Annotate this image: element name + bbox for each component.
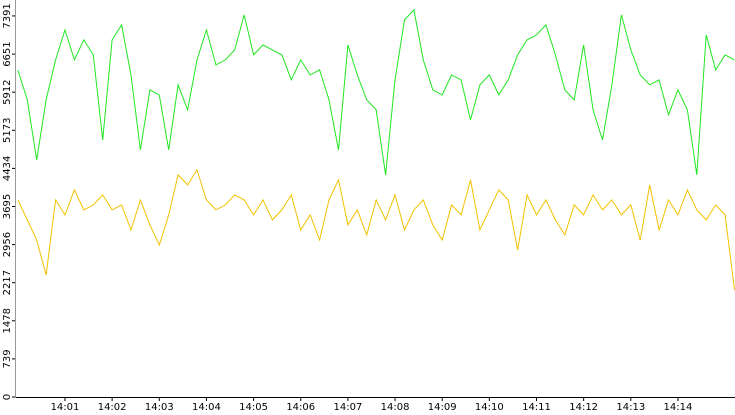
y-tick-label: 5173 bbox=[2, 118, 13, 143]
x-tick-label: 14:07 bbox=[333, 402, 362, 413]
x-tick-label: 14:08 bbox=[381, 402, 410, 413]
x-tick-label: 14:11 bbox=[522, 402, 551, 413]
y-tick-label: 739 bbox=[2, 349, 13, 368]
x-tick-label: 14:13 bbox=[616, 402, 645, 413]
y-tick-label: 7391 bbox=[2, 3, 13, 28]
x-tick-label: 14:14 bbox=[664, 402, 693, 413]
x-tick-label: 14:04 bbox=[192, 402, 221, 413]
x-tick-label: 14:10 bbox=[475, 402, 504, 413]
x-tick-label: 14:09 bbox=[428, 402, 457, 413]
y-tick-label: 5912 bbox=[2, 79, 13, 104]
series-line bbox=[17, 168, 735, 291]
x-tick-label: 14:12 bbox=[569, 402, 598, 413]
x-tick-label: 14:05 bbox=[239, 402, 268, 413]
y-tick-label: 4434 bbox=[2, 156, 13, 181]
y-tick-label: 3695 bbox=[2, 194, 13, 219]
x-tick-label: 14:02 bbox=[98, 402, 127, 413]
series-line bbox=[17, 8, 735, 175]
x-tick-label: 14:03 bbox=[145, 402, 174, 413]
y-tick-label: 6651 bbox=[2, 41, 13, 66]
y-tick-label: 0 bbox=[2, 394, 13, 400]
y-tick-label: 1478 bbox=[2, 308, 13, 333]
x-tick-label: 14:01 bbox=[51, 402, 80, 413]
y-tick-label: 2217 bbox=[2, 270, 13, 295]
y-tick-label: 2956 bbox=[2, 232, 13, 257]
x-tick-label: 14:06 bbox=[286, 402, 315, 413]
